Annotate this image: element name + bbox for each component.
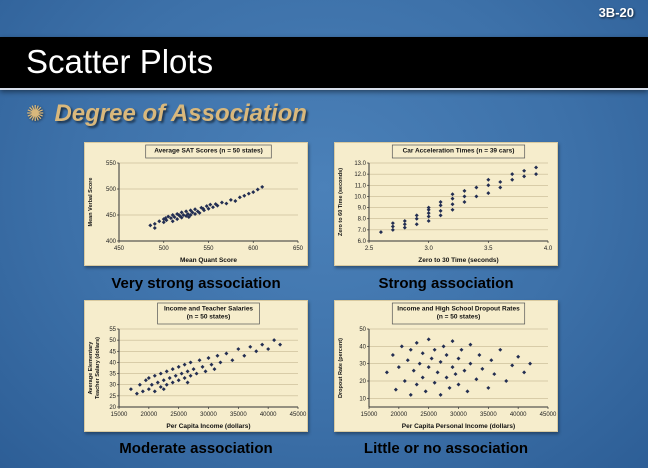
- svg-text:3.0: 3.0: [424, 246, 433, 252]
- svg-text:45000: 45000: [540, 412, 557, 418]
- svg-text:7.0: 7.0: [358, 228, 367, 234]
- svg-text:25: 25: [109, 394, 116, 400]
- svg-text:Zero to 60 Time (seconds): Zero to 60 Time (seconds): [338, 168, 344, 236]
- svg-text:Car Acceleration Times (n = 39: Car Acceleration Times (n = 39 cars): [403, 148, 515, 155]
- bullet-heading-label: Degree of Association: [54, 100, 307, 127]
- svg-text:450: 450: [106, 213, 117, 219]
- svg-text:650: 650: [293, 246, 304, 252]
- svg-text:Income and Teacher Salaries: Income and Teacher Salaries: [164, 306, 253, 313]
- svg-text:6.0: 6.0: [358, 239, 367, 245]
- svg-text:Dropout Rate (percent): Dropout Rate (percent): [338, 338, 344, 398]
- svg-text:45: 45: [109, 349, 116, 355]
- svg-text:(n = 50 states): (n = 50 states): [187, 314, 231, 321]
- svg-text:Per Capita Personal Income (do: Per Capita Personal Income (dollars): [402, 423, 515, 430]
- svg-text:35000: 35000: [480, 412, 497, 418]
- svg-text:40: 40: [359, 344, 366, 350]
- svg-text:Income and High School Dropout: Income and High School Dropout Rates: [397, 306, 520, 313]
- svg-text:500: 500: [106, 187, 117, 193]
- svg-text:20: 20: [109, 405, 116, 411]
- page-title: Scatter Plots: [26, 43, 214, 80]
- svg-text:9.0: 9.0: [358, 206, 367, 212]
- svg-text:600: 600: [248, 246, 259, 252]
- svg-text:35000: 35000: [230, 412, 247, 418]
- svg-text:Mean Verbal Score: Mean Verbal Score: [88, 178, 94, 227]
- charts-grid: 400 450 500 550 450 500 550 600 650 Mean Quant Sc…: [84, 142, 558, 464]
- chart-panel-sat-scores: 400 450 500 550 450 500 550 600 650 Mean Quant Sc…: [84, 142, 308, 266]
- svg-text:40: 40: [109, 360, 116, 366]
- caption-strong-association: Strong association: [378, 274, 514, 292]
- svg-text:45000: 45000: [290, 412, 307, 418]
- svg-text:50: 50: [359, 327, 366, 333]
- chart-panel-acceleration: 6.0 7.0 8.0 9.0 10.0 11.0 12.0 13.0 2.5 3.0 3.5 4.0…: [334, 142, 558, 266]
- svg-text:500: 500: [159, 246, 170, 252]
- svg-text:15000: 15000: [111, 412, 128, 418]
- svg-text:35: 35: [109, 372, 116, 378]
- scatter-plot-dropout-rates: 10 20 30 40 50 15000 20000 25000 30000 35000 40000…: [338, 302, 557, 430]
- caption-very-strong-association: Very strong association: [111, 274, 281, 292]
- caption-moderate-association: Moderate association: [119, 439, 273, 457]
- svg-text:11.0: 11.0: [355, 183, 367, 189]
- svg-text:40000: 40000: [260, 412, 277, 418]
- svg-text:8.0: 8.0: [358, 217, 367, 223]
- star-bullet-icon: ✺: [26, 101, 45, 126]
- svg-text:20: 20: [359, 379, 366, 385]
- svg-text:25000: 25000: [420, 412, 437, 418]
- svg-text:40000: 40000: [510, 412, 527, 418]
- svg-text:55: 55: [109, 327, 116, 333]
- svg-text:12.0: 12.0: [354, 172, 366, 178]
- svg-text:Average SAT Scores (n = 50 sta: Average SAT Scores (n = 50 states): [154, 148, 263, 155]
- svg-text:Zero to 30 Time (seconds): Zero to 30 Time (seconds): [418, 257, 498, 264]
- svg-text:Average Elementary: Average Elementary: [88, 341, 94, 395]
- svg-text:3.5: 3.5: [484, 246, 493, 252]
- svg-text:4.0: 4.0: [544, 246, 553, 252]
- chart-panel-dropout-rates: 10 20 30 40 50 15000 20000 25000 30000 35000 40000…: [334, 300, 558, 432]
- chart-panel-teacher-salaries: 20 25 30 35 40 45 50 55 15000 20000 25000 30000 3500…: [84, 300, 308, 432]
- title-banner: Scatter Plots: [0, 37, 648, 90]
- svg-text:Mean Quant Score: Mean Quant Score: [180, 257, 237, 264]
- svg-text:10.0: 10.0: [354, 194, 366, 200]
- caption-little-or-no-association: Little or no association: [363, 439, 529, 457]
- svg-text:20000: 20000: [390, 412, 407, 418]
- svg-text:50: 50: [109, 338, 116, 344]
- svg-text:10: 10: [359, 396, 366, 402]
- svg-text:Per Capita Income (dollars): Per Capita Income (dollars): [166, 423, 250, 430]
- svg-text:400: 400: [106, 239, 117, 245]
- svg-text:Teacher Salary (dollars): Teacher Salary (dollars): [95, 337, 101, 399]
- svg-text:15000: 15000: [361, 412, 378, 418]
- svg-text:550: 550: [106, 161, 117, 167]
- svg-text:30: 30: [109, 383, 116, 389]
- svg-text:25000: 25000: [170, 412, 187, 418]
- svg-text:30000: 30000: [450, 412, 467, 418]
- svg-text:(n = 50 states): (n = 50 states): [437, 314, 481, 321]
- svg-text:30: 30: [359, 362, 366, 368]
- svg-text:20000: 20000: [140, 412, 157, 418]
- bullet-heading: ✺ Degree of Association: [26, 100, 307, 128]
- scatter-plot-acceleration: 6.0 7.0 8.0 9.0 10.0 11.0 12.0 13.0 2.5 3.0 3.5 4.0…: [338, 144, 553, 264]
- svg-text:30000: 30000: [200, 412, 217, 418]
- svg-text:450: 450: [114, 246, 125, 252]
- slide-number: 3B-20: [598, 5, 634, 20]
- svg-text:2.5: 2.5: [365, 246, 374, 252]
- scatter-plot-teacher-salaries: 20 25 30 35 40 45 50 55 15000 20000 25000 30000 3500…: [88, 302, 307, 430]
- svg-text:550: 550: [203, 246, 214, 252]
- svg-text:13.0: 13.0: [354, 161, 366, 167]
